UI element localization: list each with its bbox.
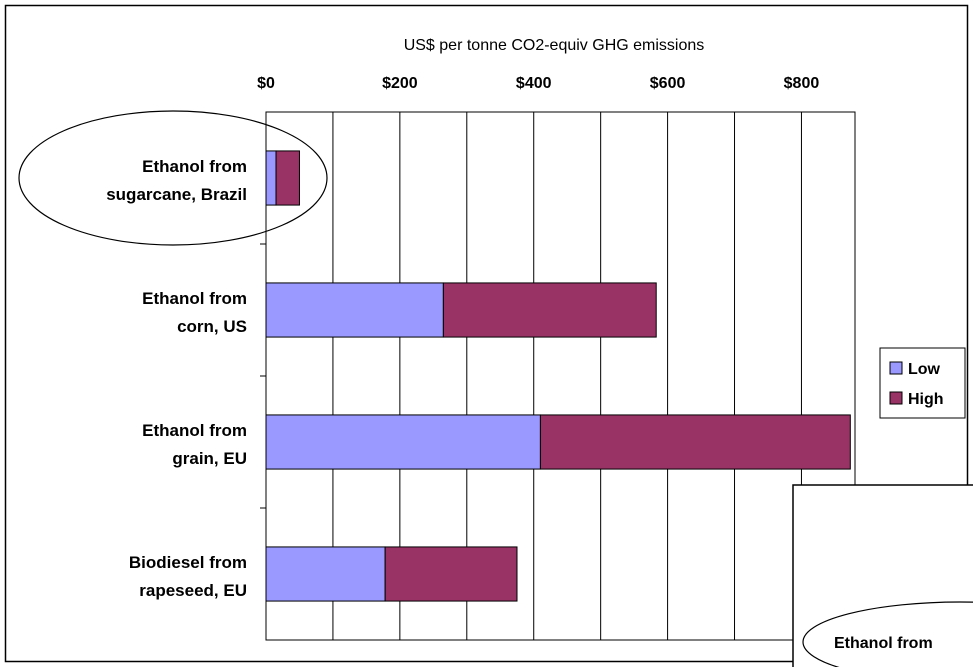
overlay-slide-frame <box>792 484 973 667</box>
chart-title: US$ per tonne CO2-equiv GHG emissions <box>404 37 705 54</box>
bar-high-0 <box>275 150 300 206</box>
x-tick-label: $400 <box>516 75 552 92</box>
x-tick-label: $0 <box>257 75 275 92</box>
bar-low-1 <box>265 282 444 338</box>
category-label: Biodiesel from <box>129 553 247 572</box>
legend-swatch-low <box>889 361 903 375</box>
overlapping-slide: Ethanol from <box>792 484 973 667</box>
category-label: Ethanol from <box>142 421 247 440</box>
highlight-ellipse <box>18 110 328 246</box>
x-tick-label: $600 <box>650 75 686 92</box>
bars <box>265 150 851 602</box>
x-tick-label: $200 <box>382 75 418 92</box>
category-label: grain, EU <box>172 449 247 468</box>
category-label: Ethanol from <box>142 157 247 176</box>
category-label: sugarcane, Brazil <box>106 185 247 204</box>
legend: Low High <box>879 347 966 419</box>
bar-high-3 <box>384 546 518 602</box>
category-label: Ethanol from <box>142 289 247 308</box>
bar-low-0 <box>265 150 277 206</box>
legend-label-low: Low <box>908 361 941 378</box>
overlay-category-label: Ethanol from <box>834 635 933 652</box>
x-tick-labels: $0 $200 $400 $600 $800 <box>257 75 819 92</box>
category-label: corn, US <box>177 317 247 336</box>
overlay-highlight-ellipse <box>802 601 973 667</box>
legend-box <box>879 347 966 419</box>
bar-low-3 <box>265 546 386 602</box>
bar-high-2 <box>539 414 851 470</box>
legend-label-high: High <box>908 391 944 408</box>
x-tick-label: $800 <box>784 75 820 92</box>
category-label: rapeseed, EU <box>139 581 247 600</box>
legend-swatch-high <box>889 391 903 405</box>
category-labels: Ethanol from sugarcane, Brazil Ethanol fro… <box>106 157 247 600</box>
bar-low-2 <box>265 414 541 470</box>
bar-high-1 <box>442 282 657 338</box>
